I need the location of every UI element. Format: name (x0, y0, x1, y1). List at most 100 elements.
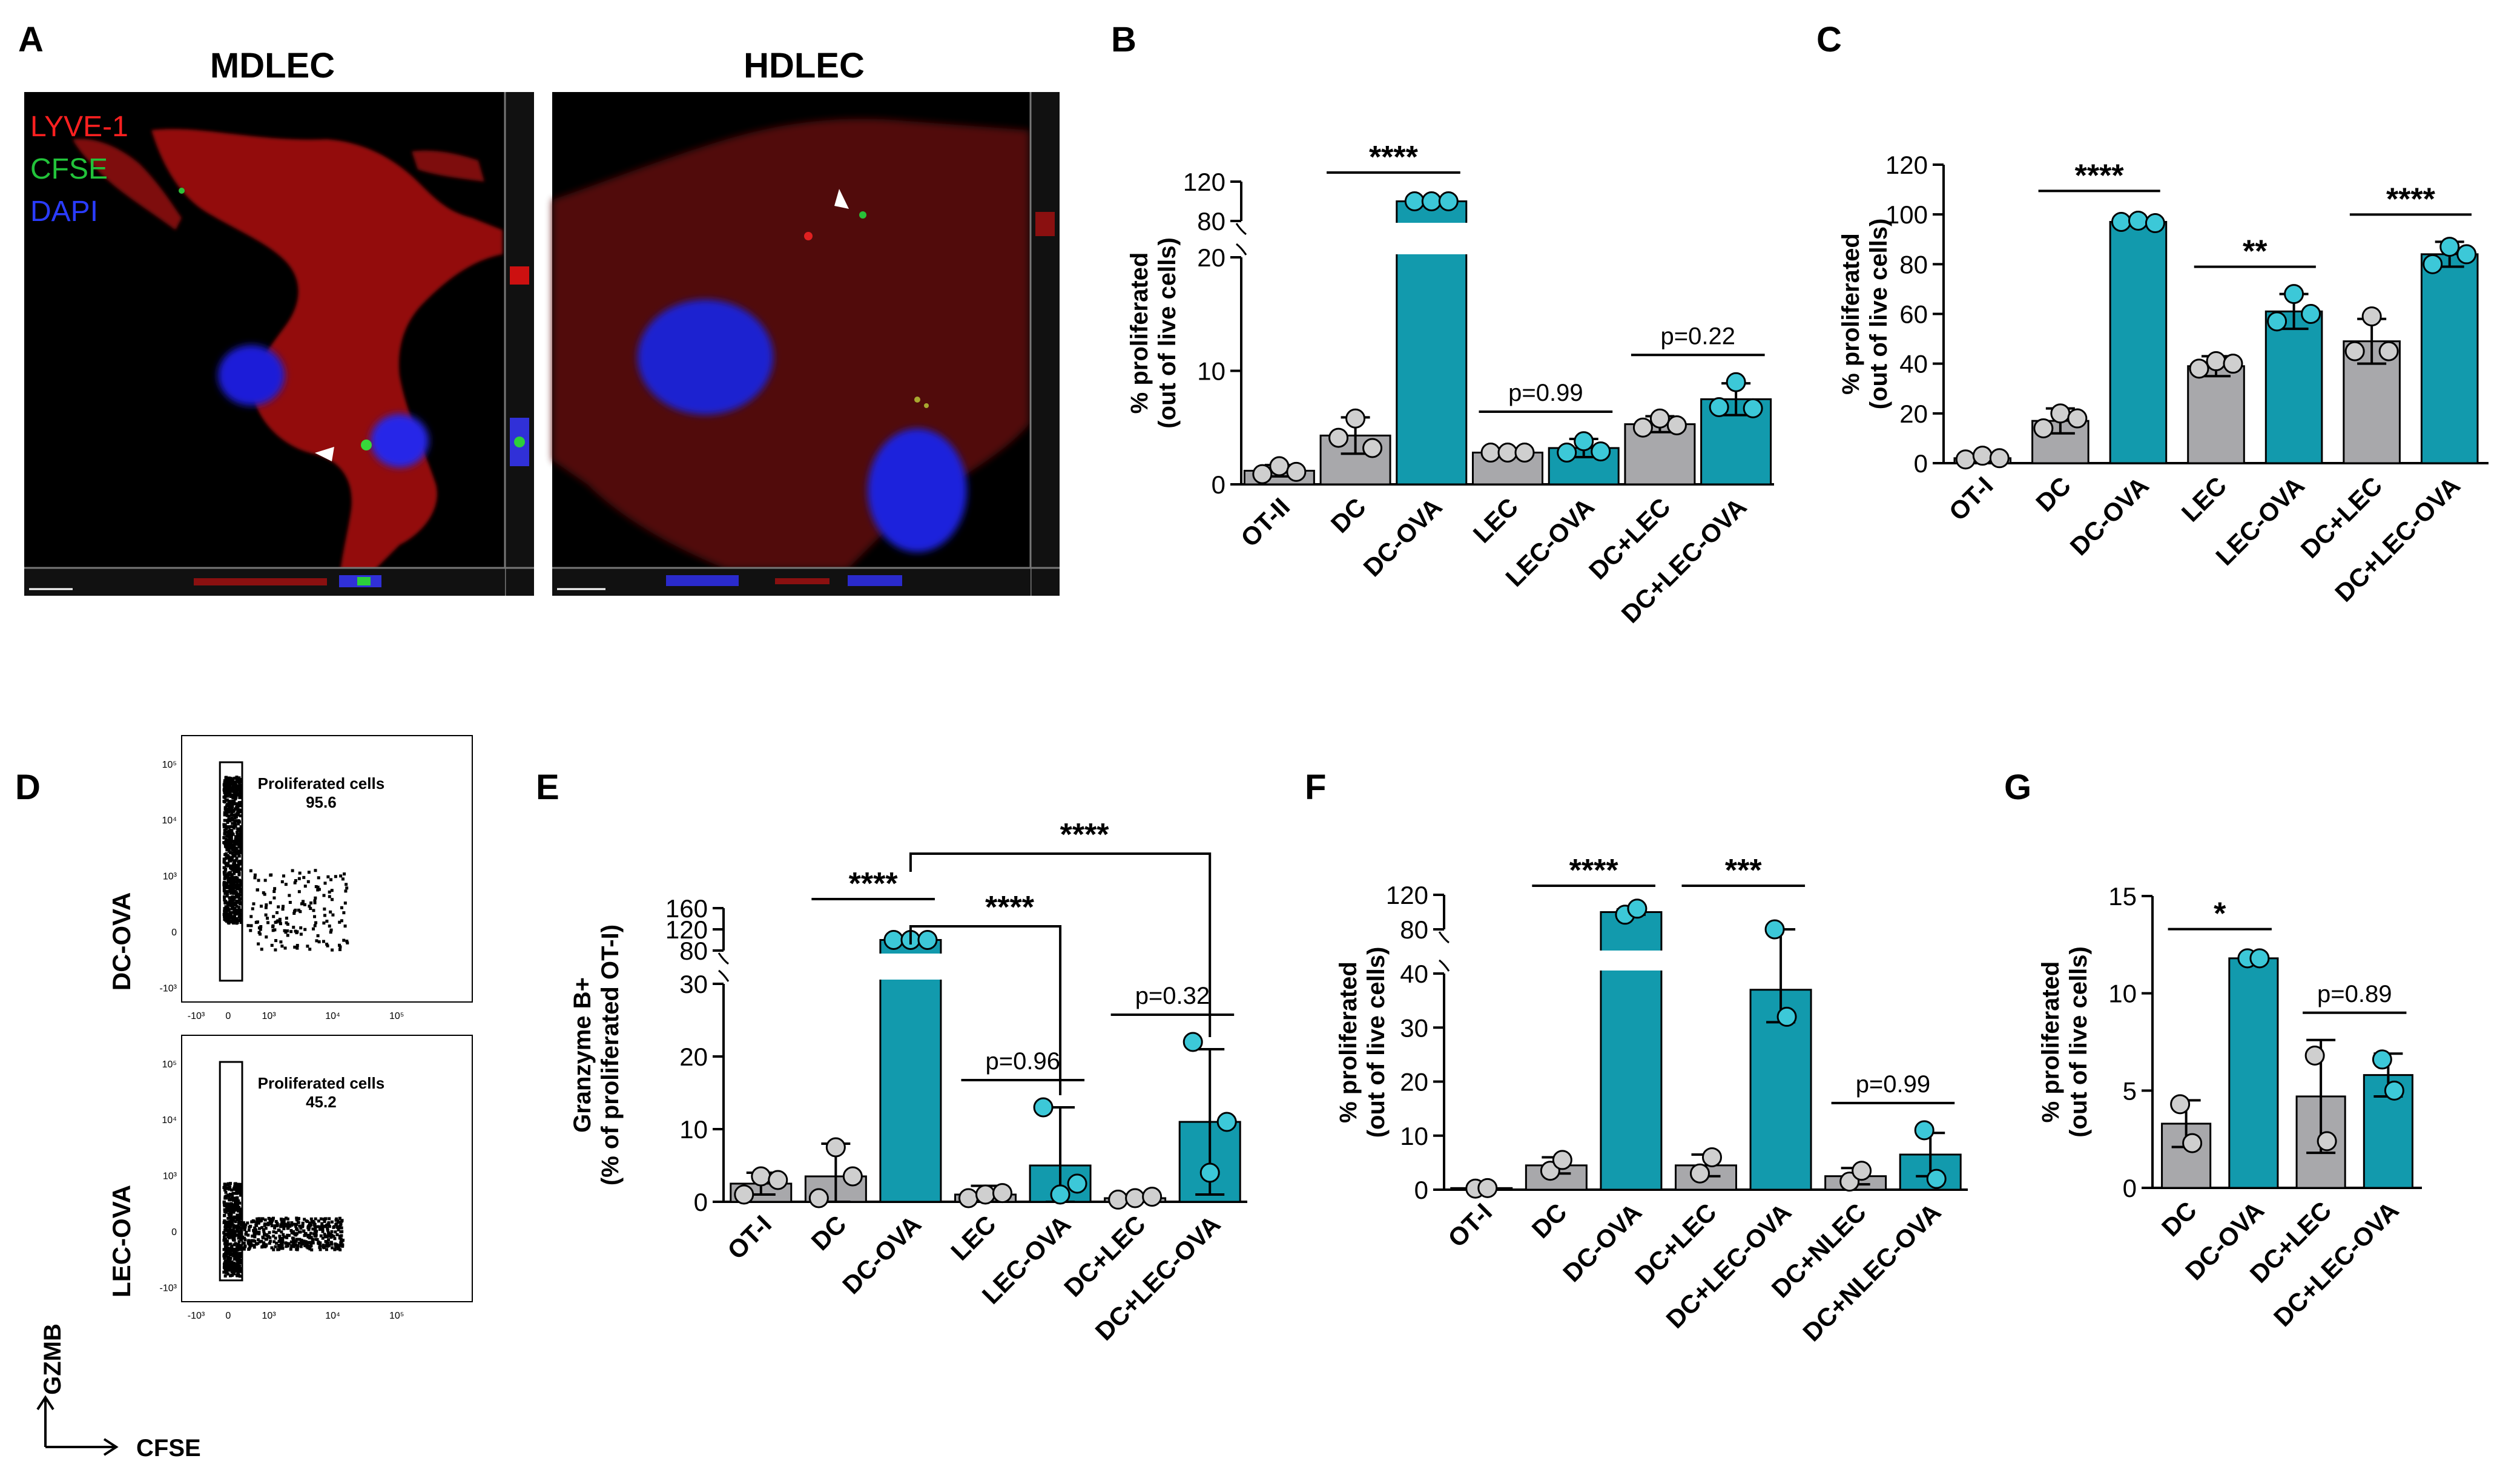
flow-event (225, 1239, 229, 1243)
x-tick-label: 10⁵ (389, 1311, 404, 1321)
flow-event (225, 834, 229, 838)
flow-event (224, 1190, 228, 1194)
flow-event (316, 888, 320, 892)
flow-event (226, 878, 230, 882)
flow-event (270, 943, 274, 947)
flow-event (345, 886, 349, 890)
flow-event (226, 1229, 230, 1233)
flow-event (239, 917, 242, 921)
axis-break-mark (1236, 243, 1247, 255)
flow-event (234, 854, 237, 858)
flow-event (223, 781, 226, 785)
flow-event (239, 826, 243, 830)
data-point (734, 1184, 754, 1205)
flow-event (253, 873, 257, 877)
flow-event (232, 889, 236, 892)
flow-event (231, 1194, 234, 1198)
flow-event (294, 1243, 297, 1247)
flow-event (228, 1208, 232, 1212)
flow-event (309, 1231, 312, 1235)
flow-event (334, 875, 337, 878)
flow-event (236, 812, 239, 816)
flow-event (236, 1242, 240, 1246)
flow-event (235, 843, 239, 846)
flow-event (226, 1209, 230, 1213)
flow-event (235, 840, 239, 843)
flow-event (329, 928, 333, 932)
flow-event (272, 889, 276, 893)
x-tick-label: 0 (225, 1011, 231, 1021)
x-tick-label: 10⁵ (389, 1011, 404, 1021)
data-point (1067, 1173, 1087, 1194)
flow-event (272, 896, 276, 900)
y-tick-label: 120 (1183, 168, 1225, 196)
flow-event (223, 832, 226, 836)
flow-event (274, 920, 277, 924)
flow-event (226, 901, 229, 905)
flow-event (231, 1216, 234, 1220)
flow-event (238, 1209, 242, 1213)
flow-event (283, 1222, 287, 1226)
y-tick-label: 80 (1899, 250, 1928, 279)
flow-event (229, 915, 233, 919)
flow-event (237, 1234, 240, 1238)
data-point (1362, 438, 1383, 458)
data-point (1552, 1150, 1572, 1170)
x-tick-label: -10³ (188, 1311, 205, 1321)
data-point (1142, 1187, 1163, 1207)
flow-event (309, 1236, 313, 1239)
flow-event (233, 862, 237, 865)
y-tick-label: 20 (1400, 1068, 1428, 1096)
flow-event (258, 1240, 262, 1244)
flow-event (236, 1188, 239, 1192)
flow-event (318, 1248, 322, 1251)
flow-event (265, 1238, 268, 1241)
flow-event (237, 829, 240, 832)
flow-event (225, 883, 228, 886)
flow-event (237, 860, 240, 863)
flow-event (236, 1191, 239, 1195)
flow-event (237, 1245, 241, 1249)
flow-event (299, 1227, 303, 1230)
flow-event (223, 1188, 226, 1191)
flow-event (328, 895, 331, 898)
flow-event (317, 1219, 320, 1223)
flow-event (279, 1237, 282, 1241)
flow-event (254, 1228, 258, 1232)
flow-event (223, 877, 226, 881)
axis-break-mark (1438, 931, 1450, 944)
flow-event (278, 920, 282, 924)
y-tick-label: 100 (1885, 200, 1928, 229)
chart-panel-f: F 0 10 20 30 40 80 120 % proliferated(out of liv… (1305, 768, 1968, 1346)
flow-event (229, 1229, 233, 1233)
flow-event (285, 1245, 288, 1248)
flow-event (288, 1234, 291, 1238)
flow-event (330, 1230, 334, 1233)
flow-event (249, 915, 253, 918)
flow-event (342, 911, 346, 915)
x-tick-label: 0 (225, 1311, 231, 1321)
y-tick-label: 0 (694, 1188, 708, 1216)
flow-event (237, 810, 241, 814)
flow-event (222, 871, 226, 874)
flow-event (333, 1248, 337, 1251)
flow-event (236, 819, 240, 823)
flow-event (252, 1245, 256, 1249)
flow-event (225, 1194, 228, 1198)
flow-event (269, 873, 272, 877)
y-tick-label: 20 (1899, 400, 1928, 428)
flow-event (236, 900, 239, 904)
flow-event (239, 851, 243, 854)
flow-event (334, 1218, 338, 1222)
flow-event (294, 929, 297, 933)
flow-event (260, 948, 263, 951)
flow-event (266, 1221, 270, 1225)
data-point (2372, 1049, 2392, 1070)
data-point (1972, 446, 1993, 466)
flow-event (308, 1221, 311, 1225)
legend-dapi: DAPI (30, 196, 98, 228)
flow-event (252, 1230, 256, 1233)
data-point (808, 1188, 829, 1208)
data-point (2033, 418, 2054, 438)
category-label: LEC (945, 1210, 1001, 1266)
